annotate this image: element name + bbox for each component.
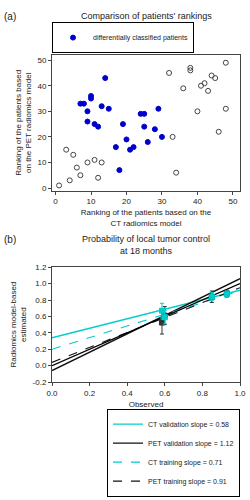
svg-text:0.4: 0.4: [35, 329, 47, 338]
svg-text:CT training slope = 0.71: CT training slope = 0.71: [148, 459, 222, 467]
svg-text:Ranking of the patients based: Ranking of the patients based on theCT r…: [81, 208, 212, 227]
svg-text:50: 50: [228, 197, 237, 206]
svg-text:0.2: 0.2: [84, 389, 96, 398]
svg-text:30: 30: [158, 197, 167, 206]
svg-text:10: 10: [87, 197, 96, 206]
svg-text:40: 40: [37, 82, 46, 91]
svg-text:50: 50: [37, 56, 46, 65]
svg-text:PET training slope = 0.91: PET training slope = 0.91: [148, 478, 227, 486]
svg-text:-0.2: -0.2: [33, 378, 47, 387]
svg-text:20: 20: [122, 197, 131, 206]
svg-text:0: 0: [42, 184, 47, 193]
svg-text:0.6: 0.6: [35, 312, 47, 321]
svg-text:Probability of local tumor con: Probability of local tumor controlat 18 …: [82, 234, 210, 256]
svg-text:CT validation slope = 0.58: CT validation slope = 0.58: [148, 421, 229, 429]
svg-text:0: 0: [53, 197, 58, 206]
svg-text:10: 10: [37, 158, 46, 167]
svg-text:0.4: 0.4: [122, 389, 134, 398]
svg-text:0.2: 0.2: [35, 345, 47, 354]
svg-text:30: 30: [37, 107, 46, 116]
svg-text:(b): (b): [4, 234, 16, 245]
svg-text:0.8: 0.8: [197, 389, 209, 398]
svg-text:1.0: 1.0: [234, 389, 246, 398]
svg-text:PET validation slope = 1.12: PET validation slope = 1.12: [148, 440, 233, 448]
svg-text:Radiomics model-basedestimated: Radiomics model-basedestimated: [9, 282, 28, 368]
svg-text:1.2: 1.2: [35, 263, 47, 272]
svg-text:0.0: 0.0: [35, 361, 47, 370]
svg-text:Comparison of patients' rankin: Comparison of patients' rankings: [81, 11, 212, 21]
svg-text:differentially classified pati: differentially classified patients: [93, 34, 188, 42]
svg-text:Ranking of the patients basedo: Ranking of the patients basedon the PET …: [14, 70, 33, 176]
svg-text:40: 40: [193, 197, 202, 206]
svg-text:0.0: 0.0: [46, 389, 58, 398]
svg-text:0.8: 0.8: [35, 296, 47, 305]
svg-text:(a): (a): [4, 11, 16, 22]
svg-text:Observed: Observed: [129, 400, 164, 409]
svg-text:0.6: 0.6: [159, 389, 171, 398]
svg-text:20: 20: [37, 133, 46, 142]
svg-text:1.0: 1.0: [35, 279, 47, 288]
